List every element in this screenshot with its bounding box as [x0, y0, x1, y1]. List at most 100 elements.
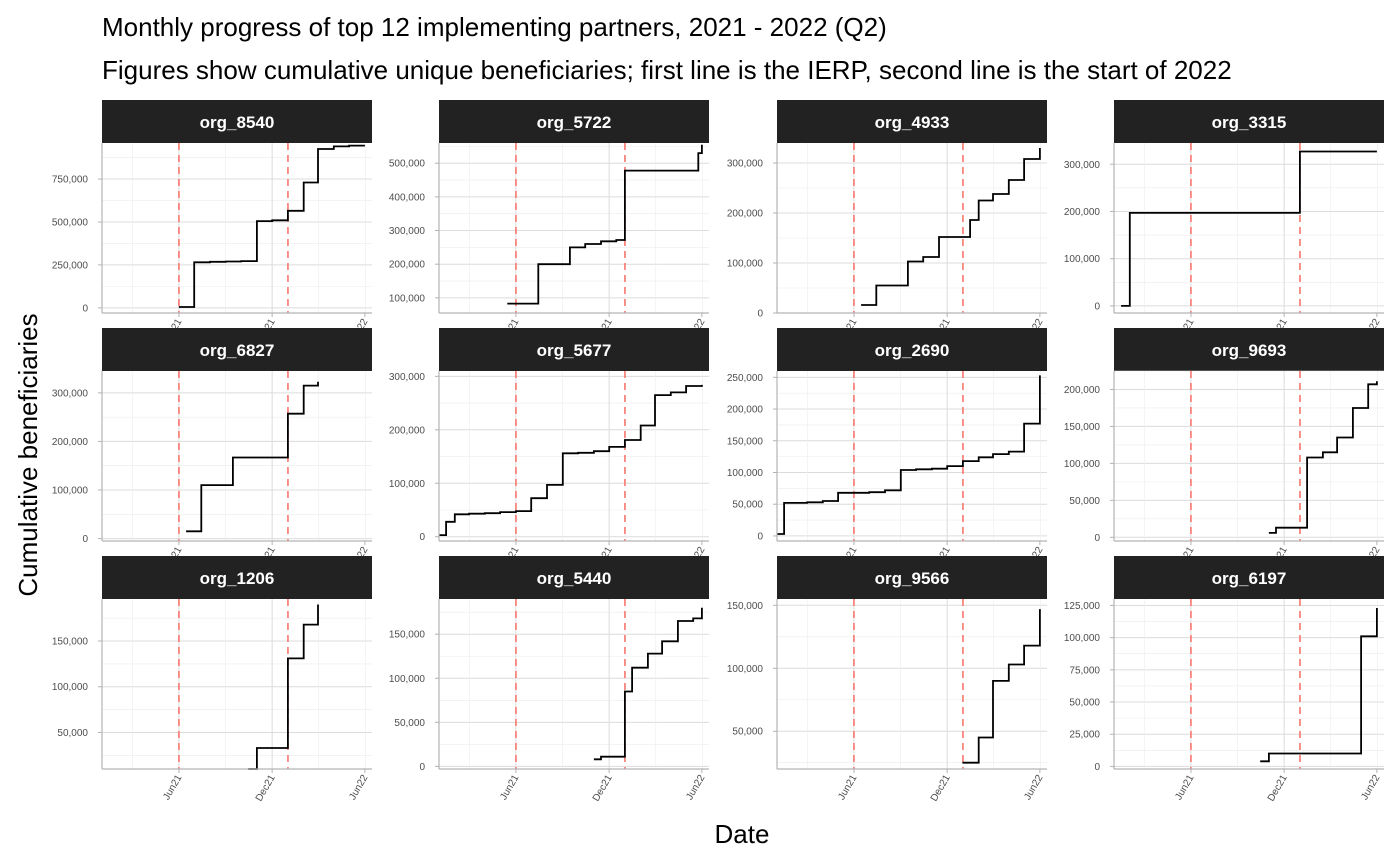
series-line — [777, 375, 1041, 535]
panel-strip-label: org_9693 — [1212, 341, 1287, 360]
y-tick-label: 0 — [757, 531, 763, 542]
panel-org_3315: org_33150100,000200,000300,000Jun21Dec21… — [1064, 100, 1384, 348]
panel-strip-label: org_2690 — [875, 341, 950, 360]
series-line — [962, 609, 1041, 764]
panel-org_5440: org_5440 0 50,000 100,000 150,000 Jun21 Dec21 J… — [389, 556, 709, 804]
series-line — [439, 384, 703, 536]
panel-org_1206: org_1206 50,000 100,000 150,000 Jun21 Dec21 Ju… — [52, 556, 372, 804]
y-tick-label: 300,000 — [727, 159, 764, 170]
panel-background — [777, 371, 1047, 541]
y-tick-label: 750,000 — [52, 175, 89, 186]
y-tick-label: 25,000 — [1069, 730, 1100, 741]
panel-strip-label: org_6827 — [200, 341, 275, 360]
panel-background — [102, 143, 372, 313]
y-tick-label: 300,000 — [52, 388, 89, 399]
y-tick-label: 200,000 — [1064, 385, 1101, 396]
y-tick-label: 50,000 — [732, 500, 763, 511]
panel-strip — [439, 100, 709, 143]
y-tick-label: 0 — [82, 534, 88, 545]
panel-strip — [102, 328, 372, 371]
x-tick-label: Jun22 — [347, 773, 370, 802]
panel-strip-label: org_4933 — [875, 113, 950, 132]
series-line — [1260, 608, 1378, 763]
panel-background — [777, 143, 1047, 313]
panel-background — [1114, 599, 1384, 769]
panel-org_9566: org_9566 50,000 100,000 150,000 Jun21 Dec21 Ju… — [727, 556, 1047, 804]
y-tick-label: 0 — [1094, 301, 1100, 312]
y-tick-label: 0 — [757, 309, 763, 320]
y-tick-label: 50,000 — [57, 728, 88, 739]
x-tick-label: Dec21 — [1266, 773, 1290, 804]
panel-strip — [102, 556, 372, 599]
y-tick-label: 300,000 — [389, 226, 426, 237]
y-tick-label: 150,000 — [52, 637, 89, 648]
series-line — [186, 381, 319, 533]
y-tick-label: 50,000 — [732, 727, 763, 738]
x-tick-label: Jun21 — [1173, 773, 1196, 802]
chart-title: Monthly progress of top 12 implementing … — [102, 12, 887, 42]
series-line — [593, 607, 703, 761]
y-tick-label: 150,000 — [389, 630, 426, 641]
panel-strip — [439, 328, 709, 371]
y-tick-label: 100,000 — [1064, 459, 1101, 470]
y-tick-label: 100,000 — [52, 486, 89, 497]
panel-strip — [1114, 556, 1384, 599]
y-tick-label: 250,000 — [727, 373, 764, 384]
panel-strip-label: org_8540 — [200, 113, 275, 132]
panel-strip-label: org_5722 — [537, 113, 612, 132]
panel-background — [777, 599, 1047, 769]
y-tick-label: 150,000 — [1064, 422, 1101, 433]
y-tick-label: 100,000 — [1064, 254, 1101, 265]
panel-background — [1114, 143, 1384, 313]
panel-strip-label: org_6197 — [1212, 569, 1287, 588]
panel-strip-label: org_1206 — [200, 569, 275, 588]
panel-strip-label: org_9566 — [875, 569, 950, 588]
panel-strip — [439, 556, 709, 599]
panel-org_2690: org_2690 0 50,000 100,000 150,000 200,000 250,… — [727, 328, 1047, 576]
panel-background — [102, 599, 372, 769]
y-tick-label: 100,000 — [727, 259, 764, 270]
panel-org_6827: org_68270100,000200,000300,000Jun21Dec21… — [52, 328, 372, 576]
y-tick-label: 200,000 — [727, 209, 764, 220]
y-tick-label: 0 — [1094, 762, 1100, 773]
y-tick-label: 100,000 — [52, 682, 89, 693]
y-tick-label: 100,000 — [389, 293, 426, 304]
y-tick-label: 50,000 — [1069, 496, 1100, 507]
y-tick-label: 500,000 — [52, 217, 89, 228]
x-tick-label: Jun21 — [836, 773, 859, 802]
x-tick-label: Jun22 — [684, 773, 707, 802]
panel-grid: org_8540 0 250,000 500,000 750,000 Jun21 Dec21… — [52, 100, 1384, 804]
panel-strip — [777, 100, 1047, 143]
y-tick-label: 100,000 — [1064, 633, 1101, 644]
panel-strip — [777, 328, 1047, 371]
y-tick-label: 250,000 — [52, 260, 89, 271]
y-tick-label: 100,000 — [389, 479, 426, 490]
y-tick-label: 200,000 — [389, 260, 426, 271]
y-tick-label: 50,000 — [394, 718, 425, 729]
y-tick-label: 500,000 — [389, 159, 426, 170]
y-axis-title: Cumulative beneficiaries — [13, 313, 43, 596]
y-tick-label: 100,000 — [727, 468, 764, 479]
y-tick-label: 100,000 — [727, 664, 764, 675]
series-line — [507, 144, 703, 305]
panel-strip — [1114, 100, 1384, 143]
x-axis-title: Date — [715, 819, 770, 849]
chart-subtitle: Figures show cumulative unique beneficia… — [102, 55, 1232, 85]
y-tick-label: 150,000 — [727, 601, 764, 612]
panel-org_8540: org_85400250,000500,000750,000Jun21Dec21… — [52, 100, 372, 348]
panel-strip — [1114, 328, 1384, 371]
panel-strip-label: org_5440 — [537, 569, 612, 588]
y-tick-label: 50,000 — [1069, 698, 1100, 709]
panel-org_9693: org_9693050,000100,000150,000200,000Jun2… — [1064, 328, 1384, 576]
y-tick-label: 0 — [82, 303, 88, 314]
y-tick-label: 0 — [419, 532, 425, 543]
panel-strip — [102, 100, 372, 143]
x-tick-label: Dec21 — [929, 773, 953, 804]
x-tick-label: Jun21 — [161, 773, 184, 802]
series-line — [178, 144, 365, 308]
y-tick-label: 0 — [1094, 533, 1100, 544]
series-line — [248, 604, 319, 770]
y-tick-label: 300,000 — [389, 372, 426, 383]
y-tick-label: 300,000 — [1064, 160, 1101, 171]
panel-background — [439, 143, 709, 313]
